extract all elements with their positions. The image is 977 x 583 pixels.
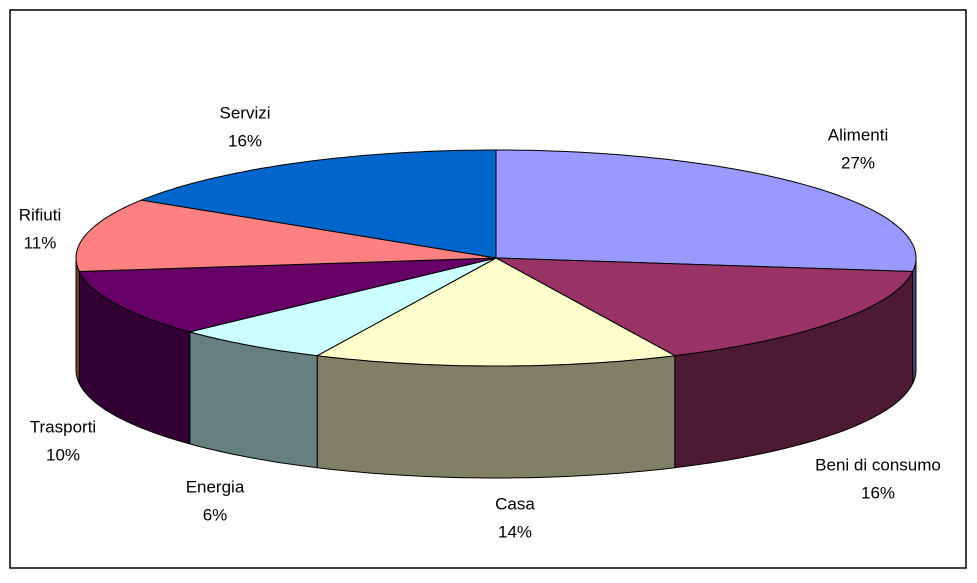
pie-slice <box>495 257 914 357</box>
pie-slice-side <box>75 257 80 384</box>
pie-slice <box>75 199 497 273</box>
pie-slice-side <box>316 355 676 479</box>
slice-value-label: 6% <box>203 505 228 524</box>
slice-label: Rifiuti <box>19 205 62 224</box>
pie-tops <box>75 149 917 367</box>
slice-value-label: 10% <box>46 445 80 464</box>
pie-slice <box>139 149 497 259</box>
slice-label: Energia <box>186 477 245 496</box>
slice-label: Trasporti <box>30 417 96 436</box>
pie-slice <box>78 257 497 333</box>
slice-label: Beni di consumo <box>815 455 941 474</box>
slice-value-label: 16% <box>861 483 895 502</box>
slice-value-label: 11% <box>24 233 57 252</box>
slice-label: Casa <box>495 494 535 513</box>
pie-slice <box>187 257 497 357</box>
slice-label: Servizi <box>219 103 270 122</box>
pie-slice <box>495 149 917 273</box>
slice-value-label: 27% <box>841 153 875 172</box>
pie-slice <box>315 257 677 367</box>
data-labels: Alimenti 27% Beni di consumo 16% Casa 14% Ener… <box>19 103 941 541</box>
slice-label: Alimenti <box>828 125 888 144</box>
slice-value-label: 16% <box>228 131 262 150</box>
slice-value-label: 14% <box>498 522 532 541</box>
